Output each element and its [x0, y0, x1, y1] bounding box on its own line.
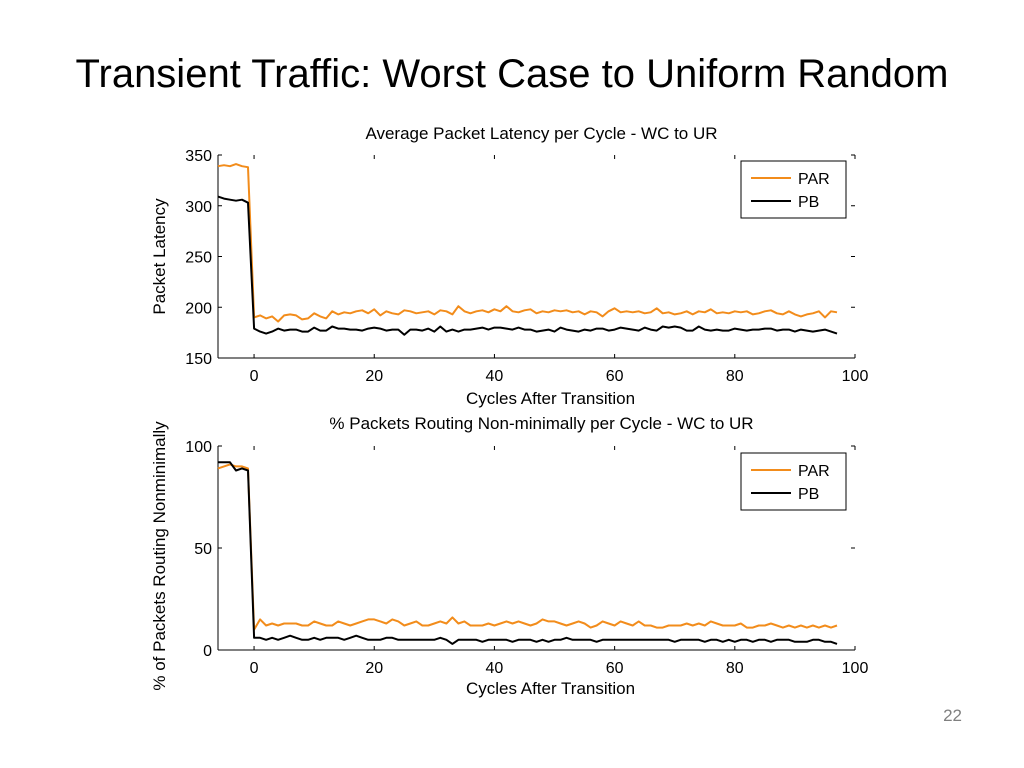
y-tick-label: 200: [185, 300, 212, 317]
y-tick-label: 150: [185, 351, 212, 368]
chart-title: % Packets Routing Non-minimally per Cycl…: [329, 414, 753, 433]
chart-2: % Packets Routing Non-minimally per Cycl…: [150, 414, 868, 698]
x-tick-label: 60: [606, 660, 624, 677]
y-tick-label: 250: [185, 250, 212, 267]
y-tick-label: 100: [185, 439, 212, 456]
legend-label-pb: PB: [798, 194, 819, 211]
x-tick-label: 20: [365, 368, 383, 385]
slide-title: Transient Traffic: Worst Case to Uniform…: [75, 52, 949, 96]
y-axis-label: Packet Latency: [150, 198, 169, 315]
chart-title: Average Packet Latency per Cycle - WC to…: [365, 124, 717, 143]
x-tick-label: 80: [726, 368, 744, 385]
x-tick-label: 0: [250, 368, 259, 385]
chart-1: Average Packet Latency per Cycle - WC to…: [150, 124, 868, 408]
y-tick-label: 350: [185, 148, 212, 165]
legend-box: [740, 160, 847, 219]
x-tick-label: 80: [726, 660, 744, 677]
x-tick-label: 20: [365, 660, 383, 677]
series-line-par: [217, 463, 838, 631]
x-tick-label: 0: [250, 660, 259, 677]
y-tick-label: 0: [203, 643, 212, 660]
x-tick-label: 100: [842, 368, 869, 385]
x-tick-label: 60: [606, 368, 624, 385]
x-tick-label: 40: [486, 368, 504, 385]
legend: PAR PB: [740, 160, 847, 219]
y-tick-label: 50: [194, 541, 212, 558]
x-axis-label: Cycles After Transition: [466, 679, 635, 698]
legend-label-par: PAR: [798, 463, 830, 480]
series-line-par: [217, 163, 838, 323]
legend-label-par: PAR: [798, 171, 830, 188]
legend-label-pb: PB: [798, 486, 819, 503]
x-tick-label: 40: [486, 660, 504, 677]
legend-box: [740, 452, 847, 511]
x-axis-label: Cycles After Transition: [466, 389, 635, 408]
x-tick-label: 100: [842, 660, 869, 677]
legend: PAR PB: [740, 452, 847, 511]
series-line-pb: [217, 195, 838, 336]
y-tick-label: 300: [185, 199, 212, 216]
page-number: 22: [943, 706, 962, 725]
series-line-pb: [218, 461, 838, 645]
y-axis-label: % of Packets Routing Nonminimally: [150, 421, 169, 691]
